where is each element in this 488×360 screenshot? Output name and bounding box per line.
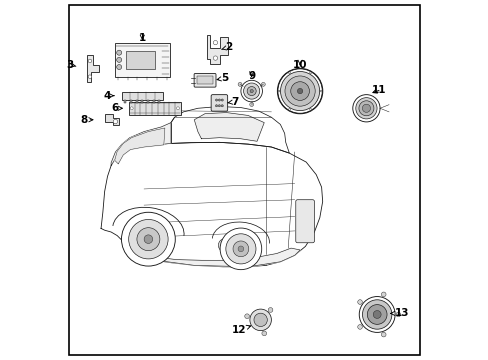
- Circle shape: [358, 101, 373, 116]
- Text: 2: 2: [222, 42, 231, 52]
- Circle shape: [246, 86, 256, 96]
- Circle shape: [144, 235, 152, 243]
- Circle shape: [128, 220, 168, 259]
- Polygon shape: [111, 123, 171, 166]
- Bar: [124, 100, 126, 103]
- Polygon shape: [133, 107, 289, 153]
- Circle shape: [297, 89, 302, 94]
- Text: 11: 11: [371, 85, 386, 95]
- Circle shape: [218, 99, 220, 101]
- FancyBboxPatch shape: [194, 73, 216, 87]
- Circle shape: [290, 82, 309, 100]
- Text: 13: 13: [390, 309, 408, 318]
- Circle shape: [381, 332, 385, 337]
- Polygon shape: [104, 114, 119, 125]
- Bar: [135, 100, 138, 103]
- Circle shape: [88, 75, 92, 78]
- Circle shape: [218, 105, 220, 107]
- Circle shape: [357, 325, 362, 329]
- FancyBboxPatch shape: [211, 95, 227, 111]
- Circle shape: [117, 57, 122, 62]
- Circle shape: [220, 228, 261, 270]
- Circle shape: [215, 99, 217, 101]
- FancyBboxPatch shape: [295, 200, 314, 243]
- Circle shape: [213, 56, 217, 60]
- Circle shape: [121, 212, 175, 266]
- Circle shape: [309, 108, 311, 110]
- Circle shape: [362, 300, 391, 329]
- Bar: [130, 100, 132, 103]
- Circle shape: [213, 41, 217, 45]
- Circle shape: [262, 331, 266, 336]
- Circle shape: [249, 309, 271, 330]
- Text: 5: 5: [217, 73, 228, 83]
- Circle shape: [357, 300, 362, 304]
- Circle shape: [362, 104, 370, 112]
- Polygon shape: [206, 36, 227, 64]
- Polygon shape: [115, 128, 164, 164]
- Circle shape: [221, 105, 223, 107]
- Circle shape: [352, 95, 379, 122]
- Polygon shape: [128, 248, 300, 267]
- Circle shape: [130, 107, 133, 110]
- Circle shape: [117, 64, 122, 69]
- Circle shape: [241, 80, 262, 102]
- Circle shape: [261, 82, 264, 86]
- Circle shape: [267, 307, 272, 312]
- Circle shape: [395, 312, 400, 317]
- Circle shape: [176, 107, 179, 110]
- Bar: [128, 102, 181, 114]
- Circle shape: [233, 241, 248, 257]
- Circle shape: [280, 72, 319, 111]
- Circle shape: [113, 120, 117, 124]
- Polygon shape: [101, 142, 322, 267]
- Text: 6: 6: [111, 103, 122, 113]
- Circle shape: [359, 297, 394, 332]
- Bar: [114, 43, 170, 77]
- Bar: [122, 92, 163, 100]
- Text: 10: 10: [292, 59, 306, 69]
- Text: 1: 1: [139, 33, 145, 43]
- Circle shape: [253, 313, 267, 327]
- Circle shape: [288, 108, 290, 110]
- Circle shape: [320, 90, 322, 92]
- Circle shape: [381, 292, 385, 297]
- Circle shape: [218, 239, 231, 252]
- Text: 9: 9: [247, 71, 255, 81]
- Circle shape: [366, 305, 386, 324]
- Polygon shape: [86, 55, 99, 82]
- Text: 7: 7: [227, 97, 238, 107]
- Circle shape: [277, 69, 322, 113]
- Circle shape: [278, 90, 279, 92]
- Circle shape: [238, 82, 242, 86]
- Circle shape: [372, 311, 380, 319]
- Circle shape: [285, 76, 315, 106]
- Text: 12: 12: [231, 325, 250, 335]
- Circle shape: [225, 234, 255, 264]
- Bar: [126, 51, 155, 69]
- Circle shape: [215, 105, 217, 107]
- Polygon shape: [194, 113, 264, 141]
- Circle shape: [309, 72, 311, 74]
- Circle shape: [137, 228, 160, 251]
- Circle shape: [355, 98, 376, 119]
- Circle shape: [244, 314, 249, 319]
- Text: 8: 8: [80, 115, 93, 125]
- Circle shape: [249, 89, 253, 93]
- Text: 3: 3: [66, 59, 76, 69]
- Circle shape: [117, 50, 122, 55]
- Bar: [146, 100, 149, 103]
- Text: 4: 4: [103, 91, 114, 101]
- Circle shape: [88, 59, 92, 63]
- Circle shape: [221, 99, 223, 101]
- Circle shape: [243, 83, 259, 99]
- Bar: [197, 76, 212, 84]
- Bar: [158, 100, 160, 103]
- Circle shape: [249, 103, 253, 107]
- Circle shape: [288, 72, 290, 74]
- Bar: [141, 100, 143, 103]
- Circle shape: [238, 246, 244, 252]
- Bar: [152, 100, 154, 103]
